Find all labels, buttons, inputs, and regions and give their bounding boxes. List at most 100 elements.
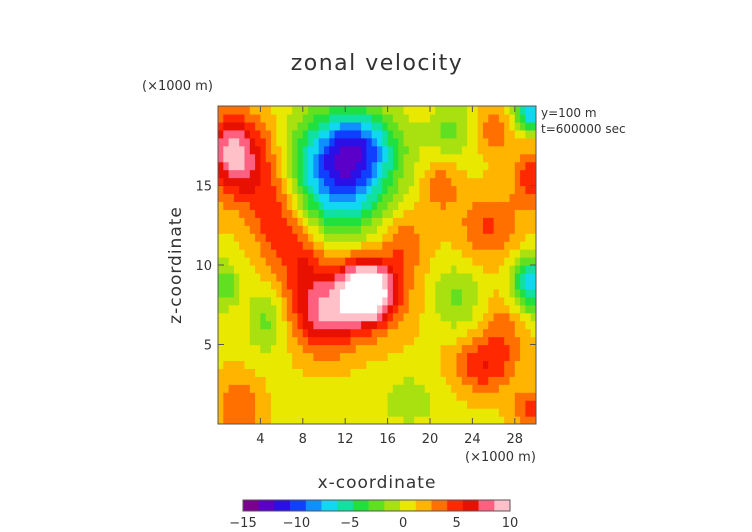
heatmap-cell [233,225,240,234]
heatmap-cell [297,233,304,242]
heatmap-cell [408,209,415,218]
heatmap-cell [286,344,293,354]
heatmap-cell [276,280,283,290]
heatmap-cell [324,352,330,361]
heatmap-cell [308,113,314,123]
heatmap-cell [424,217,431,226]
heatmap-cell [239,344,246,354]
heatmap-cell [260,320,267,330]
heatmap-cell [377,201,383,210]
heatmap-cell [377,368,383,377]
heatmap-cell [498,400,505,409]
heatmap-cell [456,249,463,258]
heatmap-cell [498,408,505,417]
heatmap-cell [509,272,516,282]
heatmap-cell [414,392,420,401]
heatmap-cell [308,360,314,369]
heatmap-cell [308,312,314,322]
heatmap-cell [403,233,410,242]
heatmap-cell [520,217,526,226]
heatmap-cell [430,336,436,346]
heatmap-cell [424,121,431,131]
heatmap-cell [477,241,484,250]
heatmap-cell [403,280,410,290]
heatmap-cell [414,376,420,385]
heatmap-cell [498,416,505,424]
colorbar-tick-label: 10 [502,516,519,531]
heatmap-cell [525,272,532,282]
heatmap-cell [276,257,283,266]
heatmap-cell [345,288,352,298]
heatmap-cell [361,328,367,338]
heatmap-cell [297,185,304,195]
heatmap-cell [339,352,346,361]
heatmap-cell [355,185,362,195]
heatmap-cell [435,129,442,139]
heatmap-cell [350,185,357,195]
heatmap-cell [435,137,442,147]
heatmap-cell [350,209,357,218]
heatmap-cell [392,241,399,250]
heatmap-cell [398,312,405,322]
heatmap-cell [308,296,314,306]
heatmap-cell [228,193,235,202]
heatmap-cell [403,121,410,131]
heatmap-cell [276,304,283,314]
heatmap-cell [355,384,362,393]
heatmap-cell [435,106,442,115]
heatmap-cell [472,400,479,409]
heatmap-cell [334,408,341,417]
heatmap-cell [281,106,288,115]
heatmap-cell [398,304,405,314]
heatmap-cell [292,217,299,226]
heatmap-cell [498,153,505,163]
heatmap-cell [313,272,320,282]
heatmap-cell [334,400,341,409]
heatmap-cell [355,328,362,338]
heatmap-cell [414,328,420,338]
heatmap-cell [339,129,346,139]
heatmap-cell [430,113,436,123]
heatmap-cell [445,169,452,179]
heatmap-cell [525,296,532,306]
heatmap-cell [430,272,436,282]
heatmap-cell [239,384,246,393]
heatmap-cell [403,336,410,346]
heatmap-cell [233,288,240,298]
heatmap-cell [509,169,516,179]
heatmap-cell [281,153,288,163]
heatmap-cell [371,336,378,346]
heatmap-cell [281,280,288,290]
heatmap-cell [509,408,516,417]
heatmap-cell [244,161,251,171]
heatmap-cell [414,249,420,258]
heatmap-cell [377,336,383,346]
heatmap-cell [302,416,309,424]
heatmap-cell [398,360,405,369]
heatmap-cell [302,384,309,393]
heatmap-cell [255,209,261,218]
heatmap-cell [435,328,442,338]
heatmap-cell [334,153,341,163]
heatmap-cell [451,233,458,242]
heatmap-cell [313,376,320,385]
heatmap-cell [361,153,367,163]
heatmap-cell [223,193,230,202]
heatmap-cell [424,312,431,322]
heatmap-cell [286,249,293,258]
heatmap-cell [414,129,420,139]
heatmap-cell [461,280,468,290]
heatmap-cell [509,416,516,424]
heatmap-cell [461,161,468,171]
heatmap-cell [271,328,277,338]
heatmap-cell [223,177,230,187]
heatmap-cell [377,376,383,385]
heatmap-cell [387,416,394,424]
heatmap-cell [387,201,394,210]
heatmap-cell [260,368,267,377]
heatmap-cell [313,280,320,290]
heatmap-cell [467,368,473,377]
heatmap-cell [366,161,373,171]
heatmap-cell [286,288,293,298]
heatmap-cell [233,280,240,290]
